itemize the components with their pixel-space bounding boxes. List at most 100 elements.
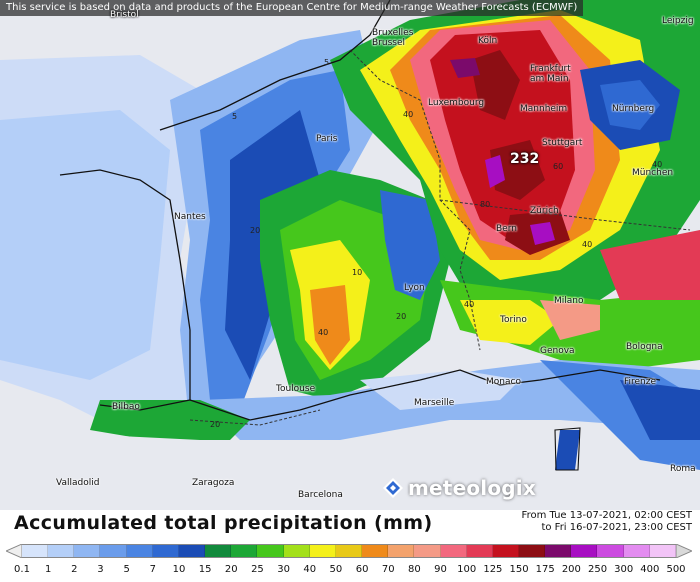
max-precip-label: 232 <box>510 151 540 167</box>
legend-high-arrow <box>676 544 692 558</box>
city-frankfurt: Frankfurt am Main <box>530 64 571 84</box>
city-lyon: Lyon <box>404 283 425 293</box>
legend-bin <box>649 545 676 557</box>
legend-tick: 175 <box>535 564 555 575</box>
contour-label: 40 <box>582 240 593 249</box>
legend-tick: 250 <box>587 564 608 575</box>
legend-tick: 100 <box>457 564 477 575</box>
legend-bin <box>74 545 101 557</box>
contour-label: 40 <box>652 160 663 169</box>
city-bologna: Bologna <box>626 342 663 352</box>
legend-tick: 3 <box>97 564 104 575</box>
legend-bin <box>414 545 441 557</box>
city-stuttgart: Stuttgart <box>542 138 583 148</box>
legend-tick: 80 <box>408 564 421 575</box>
ecmwf-disclaimer: This service is based on data and produc… <box>0 0 584 16</box>
map-title: Accumulated total precipitation (mm) <box>14 512 433 534</box>
city-bruxelles: Bruxelles Brussel <box>372 28 414 48</box>
legend-bin <box>231 545 258 557</box>
city-zurich: Zürich <box>530 206 559 216</box>
city-bilbao: Bilbao <box>112 402 140 412</box>
city-torino: Torino <box>500 315 527 325</box>
legend-tick: 10 <box>172 564 186 575</box>
city-koln: Köln <box>478 36 498 46</box>
legend-bin <box>388 545 415 557</box>
city-monaco: Monaco <box>486 377 521 387</box>
legend-tick: 40 <box>303 564 317 575</box>
legend-tick: 90 <box>434 564 447 575</box>
legend-tick: 20 <box>224 564 238 575</box>
period-to: to Fri 16-07-2021, 23:00 CEST <box>541 522 692 533</box>
city-barcelona: Barcelona <box>298 490 343 500</box>
legend-bin <box>283 545 310 557</box>
legend-low-arrow <box>6 544 22 558</box>
contour-label: 20 <box>396 312 407 321</box>
legend-bin <box>205 545 232 557</box>
legend-tick: 7 <box>149 564 156 575</box>
legend-bin <box>152 545 179 557</box>
contour-label: 20 <box>210 420 221 429</box>
legend-colorbar <box>6 544 692 558</box>
title-bar <box>0 510 700 540</box>
city-valladolid: Valladolid <box>56 478 100 488</box>
city-bern: Bern <box>496 224 517 234</box>
city-luxembourg: Luxembourg <box>428 98 485 108</box>
city-milano: Milano <box>554 296 584 306</box>
legend-tick: 5 <box>123 564 130 575</box>
meteologix-logo-text: meteologix <box>408 476 536 500</box>
contour-label: 80 <box>480 200 491 209</box>
legend-bin <box>571 545 598 557</box>
legend-bin <box>48 545 75 557</box>
legend-tick: 30 <box>277 564 290 575</box>
city-leipzig: Leipzig <box>662 16 694 26</box>
city-munchen: München <box>632 168 674 178</box>
legend-tick: 400 <box>640 564 660 575</box>
legend-tick: 15 <box>198 564 212 575</box>
city-nantes: Nantes <box>174 212 206 222</box>
legend-bin <box>545 545 572 557</box>
contour-label: 5 <box>324 58 330 67</box>
legend-tick: 25 <box>251 564 264 575</box>
legend-tick: 60 <box>355 564 369 575</box>
contour-label: 5 <box>232 112 238 121</box>
city-roma: Roma <box>670 464 696 474</box>
city-marseille: Marseille <box>414 398 455 408</box>
city-nurnberg: Nürnberg <box>612 104 655 114</box>
city-bristol: Bristol <box>110 10 139 20</box>
period-from: From Tue 13-07-2021, 02:00 CEST <box>521 510 692 521</box>
city-mannheim: Mannheim <box>520 104 568 114</box>
legend-tick: 150 <box>509 564 529 575</box>
city-toulouse: Toulouse <box>276 384 316 394</box>
legend-tick: 500 <box>666 564 686 575</box>
legend-tick: 0.1 <box>14 564 30 575</box>
legend-tick: 300 <box>614 564 634 575</box>
meteologix-logo: meteologix <box>382 474 536 502</box>
legend-tick: 200 <box>561 564 581 575</box>
legend-bin <box>309 545 336 557</box>
legend-bin <box>518 545 546 557</box>
legend-bin <box>466 545 493 557</box>
forecast-period: From Tue 13-07-2021, 02:00 CEST to Fri 1… <box>522 510 692 534</box>
legend-bin <box>335 545 363 557</box>
legend-tick: 50 <box>329 564 343 575</box>
city-paris: Paris <box>316 134 338 144</box>
legend-tick: 125 <box>483 564 503 575</box>
legend-bins <box>22 544 676 558</box>
precipitation-map <box>0 0 700 510</box>
legend-bin <box>22 545 49 557</box>
legend-bin <box>126 545 153 557</box>
contour-label: 10 <box>352 268 363 277</box>
legend-bin <box>257 545 284 557</box>
legend-tick: 70 <box>381 564 395 575</box>
legend-tick: 1 <box>44 564 52 575</box>
meteologix-logo-icon <box>383 478 403 498</box>
city-zaragoza: Zaragoza <box>192 478 235 488</box>
city-genova: Genova <box>540 346 575 356</box>
legend-bin <box>492 545 519 557</box>
city-firenze: Firenze <box>624 377 657 387</box>
legend-bin <box>362 545 389 557</box>
contour-label: 20 <box>250 226 261 235</box>
legend-tick: 2 <box>71 564 78 575</box>
contour-label: 40 <box>403 110 414 119</box>
legend-bin <box>440 545 467 557</box>
